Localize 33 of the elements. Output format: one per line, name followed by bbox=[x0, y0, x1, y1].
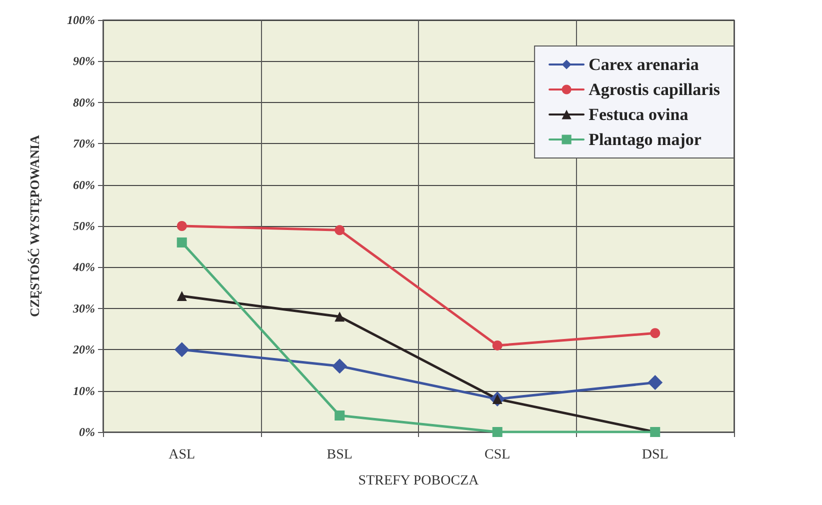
point bbox=[174, 342, 190, 358]
point bbox=[650, 328, 660, 338]
y-tick-label: 100% bbox=[67, 13, 95, 27]
legend-label: Agrostis capillaris bbox=[588, 80, 720, 99]
y-tick-label: 0% bbox=[79, 425, 95, 439]
point bbox=[648, 375, 663, 390]
y-tick-label: 30% bbox=[72, 301, 95, 316]
point bbox=[334, 225, 345, 236]
y-tick-label: 60% bbox=[73, 178, 95, 192]
point bbox=[176, 221, 187, 231]
point bbox=[176, 291, 187, 302]
y-axis-title: CZĘSTOŚĆ WYSTĘPOWANIA bbox=[27, 134, 42, 317]
y-tick-label: 20% bbox=[72, 342, 95, 357]
legend-label: Plantago major bbox=[588, 130, 702, 149]
legend-label: Carex arenaria bbox=[588, 55, 700, 74]
y-tick-label: 70% bbox=[73, 136, 95, 151]
point bbox=[176, 237, 187, 248]
point bbox=[334, 312, 345, 322]
y-tick-label: 80% bbox=[73, 95, 95, 110]
legend-label: Festuca ovina bbox=[588, 105, 689, 124]
x-tick-label: ASL bbox=[168, 448, 196, 462]
x-tick-label: CSL bbox=[484, 448, 510, 462]
point bbox=[334, 410, 345, 421]
point bbox=[332, 358, 348, 374]
x-tick-label: DSL bbox=[642, 448, 668, 462]
point bbox=[492, 427, 502, 437]
y-tick-label: 50% bbox=[73, 219, 95, 233]
y-tick-label: 10% bbox=[73, 384, 95, 398]
y-tick-label: 90% bbox=[73, 54, 95, 68]
x-tick-label: BSL bbox=[326, 448, 352, 462]
x-axis-title: STREFY POBOCZA bbox=[358, 474, 480, 488]
y-tick-label: 40% bbox=[72, 260, 95, 274]
point bbox=[492, 340, 502, 350]
